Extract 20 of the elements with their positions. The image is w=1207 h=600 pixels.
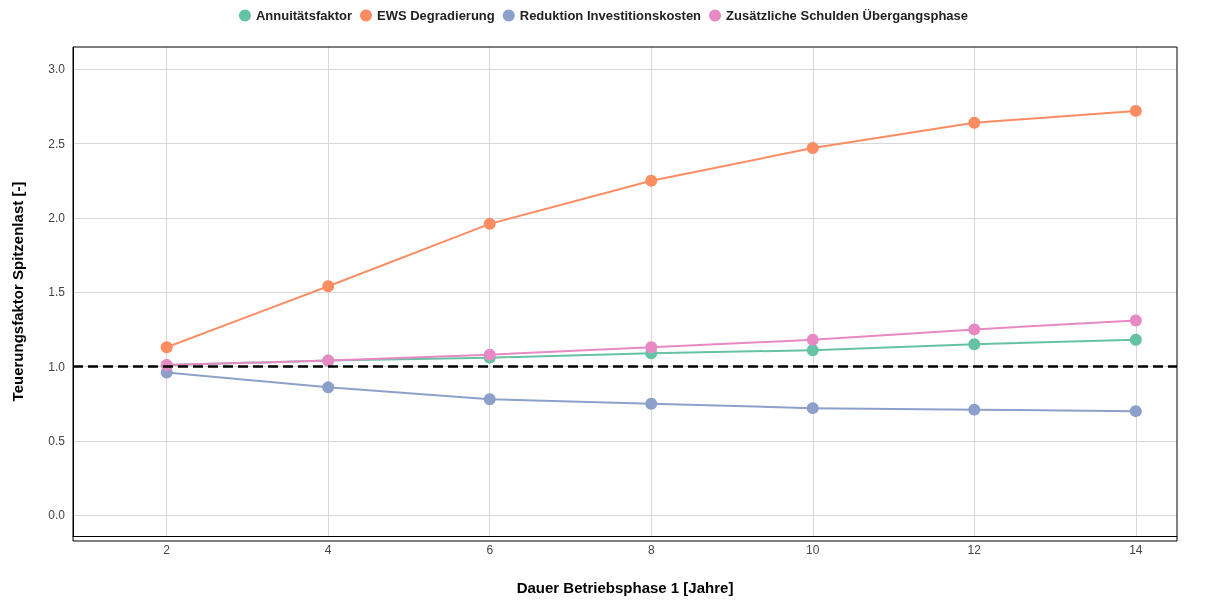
y-tick-label: 0.5 [48, 433, 66, 448]
legend-label: Annuitätsfaktor [255, 8, 353, 23]
y-tick-label: 1.5 [48, 285, 66, 300]
legend-label: Reduktion Investitionskosten [519, 8, 702, 23]
text: 3.0 [48, 62, 65, 77]
x-tick-label: 6 [486, 543, 494, 557]
y-axis-title: Teuerungsfaktor Spitzenlast [-] [9, 181, 26, 402]
y-tick-label: 2.5 [48, 136, 66, 151]
text: 2.0 [48, 210, 65, 225]
text: 0.0 [48, 508, 65, 523]
x-tick-label: 10 [806, 543, 820, 557]
x-tick-label: 2 [163, 543, 171, 557]
x-tick-label: 14 [1129, 543, 1143, 557]
legend-label: Zusätzliche Schulden Übergangsphase [726, 8, 969, 23]
x-tick-label: 4 [324, 543, 332, 557]
x-tick-label: 8 [647, 543, 655, 557]
x-tick-label: 12 [967, 543, 982, 557]
x-axis-title: Dauer Betriebsphase 1 [Jahre] [516, 579, 734, 596]
text: 1.0 [48, 359, 65, 374]
legend-label: EWS Degradierung [377, 8, 495, 23]
